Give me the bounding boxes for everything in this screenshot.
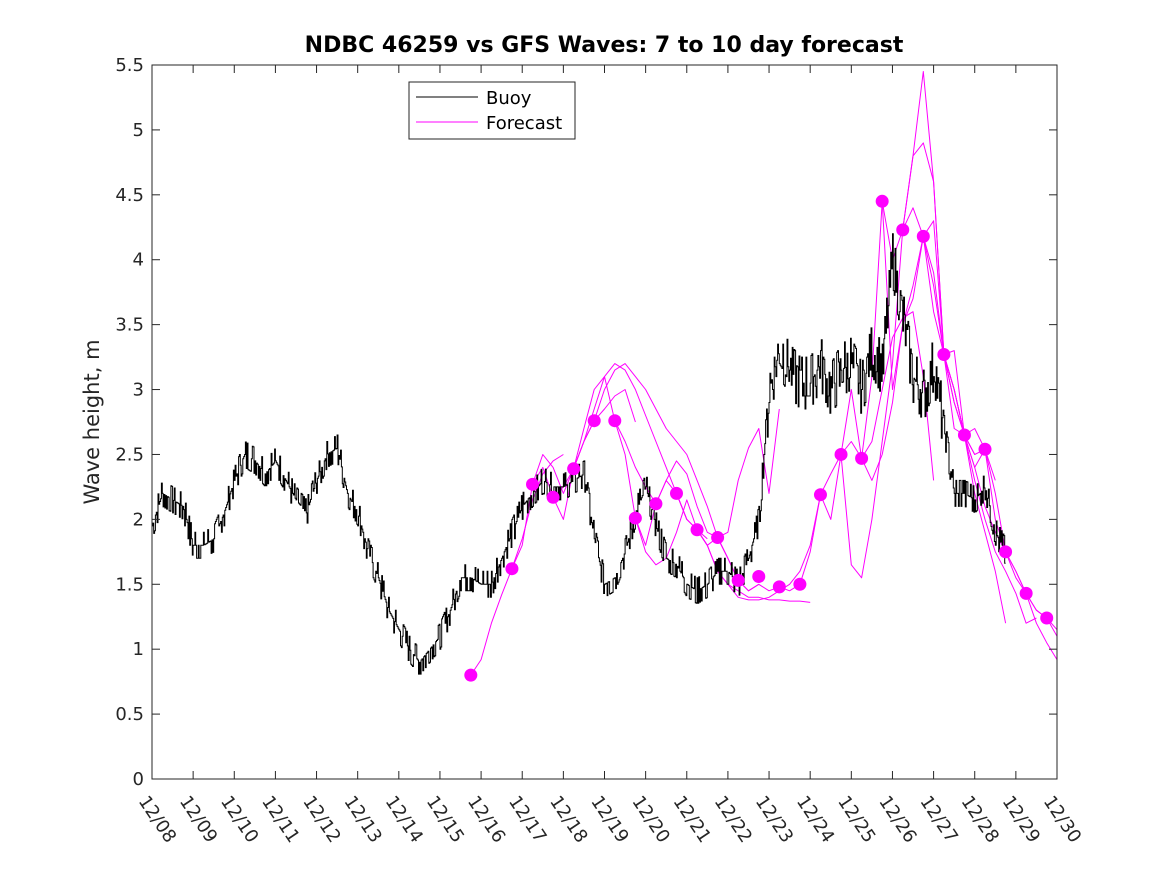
y-tick-label: 3 xyxy=(133,380,144,401)
forecast-point xyxy=(875,194,889,208)
forecast-point xyxy=(526,477,540,491)
y-tick-label: 0 xyxy=(133,769,144,790)
forecast-point xyxy=(834,447,848,461)
y-tick-label: 2.5 xyxy=(115,444,144,465)
forecast-point xyxy=(690,523,704,537)
forecast-point xyxy=(505,562,519,576)
forecast-point xyxy=(567,462,581,476)
plot-area xyxy=(152,65,1057,779)
forecast-point xyxy=(916,229,930,243)
y-axis: 0 0.5 1 1.5 2 2.5 3 3.5 4 4.5 5 5.5 xyxy=(115,55,1057,790)
y-tick-label: 3.5 xyxy=(115,315,144,336)
buoy-line xyxy=(152,233,1006,675)
legend: Buoy Forecast xyxy=(408,81,576,140)
legend-buoy-label: Buoy xyxy=(486,88,532,109)
forecast-line xyxy=(922,236,1037,624)
forecast-point xyxy=(855,451,869,465)
legend-forecast-label: Forecast xyxy=(486,113,562,134)
forecast-point xyxy=(978,442,992,456)
forecast-point xyxy=(1040,611,1054,625)
forecast-point xyxy=(813,488,827,502)
forecast-line xyxy=(717,408,780,538)
forecast-point xyxy=(772,580,786,594)
forecast-point xyxy=(546,490,560,504)
forecast-point xyxy=(669,486,683,500)
forecast-point xyxy=(628,511,642,525)
y-tick-label: 1 xyxy=(133,639,144,660)
forecast-point xyxy=(711,531,725,545)
forecast-point xyxy=(731,573,745,587)
y-tick-label: 4 xyxy=(133,250,144,271)
y-tick-label: 5 xyxy=(133,120,144,141)
forecast-point xyxy=(1019,586,1033,600)
forecast-point xyxy=(464,668,478,682)
forecast-point xyxy=(587,414,601,428)
forecast-point xyxy=(793,577,807,591)
forecast-line xyxy=(573,363,729,559)
y-tick-label: 0.5 xyxy=(115,704,144,725)
forecast-point xyxy=(649,497,663,511)
forecast-line xyxy=(902,207,1058,660)
forecast-point xyxy=(608,414,622,428)
forecast-point xyxy=(896,223,910,237)
forecast-line xyxy=(470,454,564,676)
y-tick-label: 5.5 xyxy=(115,55,144,76)
buoy-line-group xyxy=(152,233,1006,675)
y-tick-label: 1.5 xyxy=(115,574,144,595)
legend-box xyxy=(408,81,576,140)
forecast-line xyxy=(943,354,1007,624)
forecast-point xyxy=(957,428,971,442)
forecast-points-group xyxy=(464,194,1054,682)
y-tick-label: 4.5 xyxy=(115,185,144,206)
chart-title: NDBC 46259 vs GFS Waves: 7 to 10 day for… xyxy=(305,33,904,58)
y-axis-label: Wave height, m xyxy=(80,339,104,504)
forecast-point xyxy=(999,545,1013,559)
forecast-line xyxy=(820,142,976,520)
forecast-point xyxy=(937,347,951,361)
forecast-point xyxy=(752,569,766,583)
y-tick-label: 2 xyxy=(133,509,144,530)
